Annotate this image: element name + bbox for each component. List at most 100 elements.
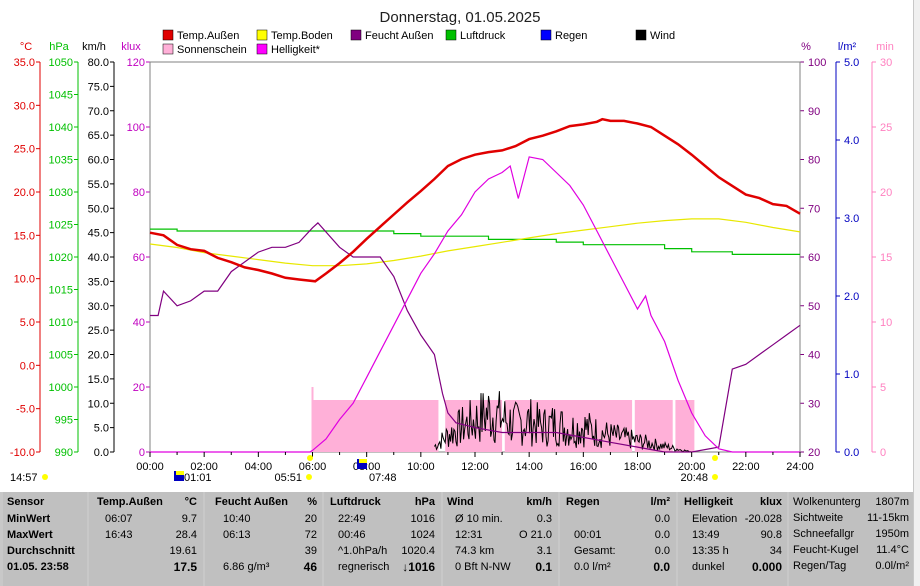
legend-swatch	[162, 43, 174, 55]
press-tick-label: 1035	[49, 155, 73, 167]
x-tick-label: 06:00	[299, 461, 327, 473]
klux-tick-label: 40	[133, 317, 145, 329]
temp-row-value: 28.4	[175, 529, 197, 541]
x-tick-label: 22:00	[732, 461, 760, 473]
temp-tick-label: -10.0	[10, 447, 35, 459]
press-tick-label: 1040	[49, 122, 73, 134]
extra-row-key: Sichtweite	[793, 512, 844, 524]
unit-hum: %	[801, 41, 811, 53]
feucht-stats-column: Feucht Außen% 10:40 20 06:13 72 39 6.86 g/m³ 46	[205, 492, 322, 586]
feucht-row-value: 46	[303, 560, 317, 574]
legend-swatch	[162, 29, 174, 41]
wind-tick-label: 80.0	[88, 57, 109, 69]
press-tick-label: 1000	[49, 382, 73, 394]
unit-klux: klux	[121, 41, 141, 53]
hum-tick-label: 60	[808, 252, 820, 264]
sun-markers: 01:01 07:48 05:51 20:48 14:57	[10, 455, 718, 484]
rain-tick-label: 0.0	[844, 447, 859, 459]
wind-row-key: 74.3 km	[455, 545, 495, 557]
x-tick-label: 04:00	[245, 461, 273, 473]
press-tick-label: 995	[55, 415, 73, 427]
feucht-unit: %	[307, 496, 317, 508]
extra-row-value: 1950m	[875, 528, 909, 540]
hell-row-value: 34	[769, 545, 782, 557]
rain-tick-label: 5.0	[844, 57, 859, 69]
wind-tick-label: 15.0	[88, 374, 109, 386]
x-axis: 00:0002:0004:0006:0008:0010:0012:0014:00…	[136, 452, 814, 473]
regen-header: Regen	[566, 496, 600, 508]
klux-tick-label: 0	[139, 447, 145, 459]
unit-rain: l/m²	[838, 41, 857, 53]
press-tick-label: 1010	[49, 317, 73, 329]
wind-tick-label: 65.0	[88, 130, 109, 142]
dawn-icon	[174, 471, 184, 481]
wind-row-value: O 21.0	[518, 529, 552, 541]
regen-row-value: 0.0	[653, 560, 670, 574]
legend-swatch	[635, 29, 647, 41]
rain-tick-label: 2.0	[844, 291, 859, 303]
wind-tick-label: 20.0	[88, 350, 109, 362]
extra-row-key: Regen/Tag	[793, 560, 847, 572]
temp-tick-label: 35.0	[14, 57, 35, 69]
legend-swatch	[540, 29, 552, 41]
temp-tick-label: 5.0	[20, 317, 35, 329]
druck-row-key: 00:46	[338, 529, 366, 541]
unit-wind: km/h	[82, 41, 106, 53]
min-tick-label: 30	[880, 57, 892, 69]
temp-row-value: 19.61	[169, 545, 197, 557]
regen-stats-column: Regen l/m² 0.0 00:01 0.0 Gesamt: 0.0 0.0 l/m² 0.…	[560, 492, 676, 586]
sunshine-bar	[634, 400, 673, 452]
dawn-time: 01:01	[184, 472, 212, 484]
wind-tick-label: 0.0	[94, 447, 109, 459]
hum-tick-label: 40	[808, 350, 820, 362]
feucht-row-value: 39	[304, 545, 317, 557]
dawn-icon-inner	[176, 471, 184, 475]
sunset-dot	[712, 455, 718, 461]
regen-row-key: Gesamt:	[574, 545, 616, 557]
row-label-max: MaxWert	[7, 529, 53, 541]
press-tick-label: 1025	[49, 220, 73, 232]
series-luftdruck	[150, 228, 800, 255]
feucht-row-key: 10:40	[223, 513, 251, 525]
left-axes: -10.0 -5.0 0.0 5.0 10.0 15.0 20.0 25.0 30.0 35.0 9…	[10, 57, 151, 459]
hell-row-key: 13:35 h	[692, 545, 729, 557]
legend-label: Luftdruck	[460, 30, 506, 42]
legend-swatch	[350, 29, 362, 41]
x-tick-label: 02:00	[190, 461, 218, 473]
feucht-row-value: 72	[304, 529, 317, 541]
sunshine-bar	[675, 400, 695, 452]
wind-stats-column: Wind km/h Ø 10 min. 0.3 12:31 O 21.0 74.3 km 3.…	[443, 492, 558, 586]
temp-tick-label: 25.0	[14, 144, 35, 156]
legend: Temp.Außen Temp.Boden Feucht Außen Luftdruc…	[162, 29, 675, 56]
wind-row-key: 0 Bft N-NW	[455, 561, 511, 573]
regen-unit: l/m²	[650, 496, 670, 508]
wind-row-key: Ø 10 min.	[455, 513, 503, 525]
stats-panel: Sensor MinWert MaxWert Durchschnitt 01.0…	[0, 492, 913, 586]
temp-tick-label: 20.0	[14, 187, 35, 199]
druck-stats-column: Luftdruck hPa 22:49 1016 00:46 1024 ^1.0hPa/h 1…	[324, 492, 441, 586]
min-tick-label: 10	[880, 317, 892, 329]
sunset-icon	[712, 474, 718, 480]
unit-press: hPa	[49, 41, 69, 53]
temp-row-value: 9.7	[181, 513, 197, 525]
temp-tick-label: 30.0	[14, 100, 35, 112]
klux-tick-label: 20	[133, 382, 145, 394]
temp-tick-label: 0.0	[20, 360, 35, 372]
extra-row-key: Schneefallgr	[793, 528, 855, 540]
hum-tick-label: 50	[808, 301, 820, 313]
druck-row-value: 1016	[410, 513, 435, 525]
wind-line	[433, 391, 692, 453]
klux-tick-label: 60	[133, 252, 145, 264]
temp-tick-label: 15.0	[14, 230, 35, 242]
temp-tick-label: -5.0	[16, 404, 35, 416]
current-time: 14:57	[10, 472, 38, 484]
druck-unit: hPa	[414, 496, 435, 508]
druck-row-key: regnerisch	[338, 561, 390, 573]
current-time-icon	[42, 474, 48, 480]
unit-temp: °C	[20, 41, 32, 53]
axis-unit-labels: °C hPa km/h klux % l/m² min	[20, 41, 894, 53]
wind-row-key: 12:31	[455, 529, 483, 541]
wind-tick-label: 70.0	[88, 106, 109, 118]
regen-row-value: 0.0	[654, 513, 670, 525]
min-tick-label: 20	[880, 187, 892, 199]
